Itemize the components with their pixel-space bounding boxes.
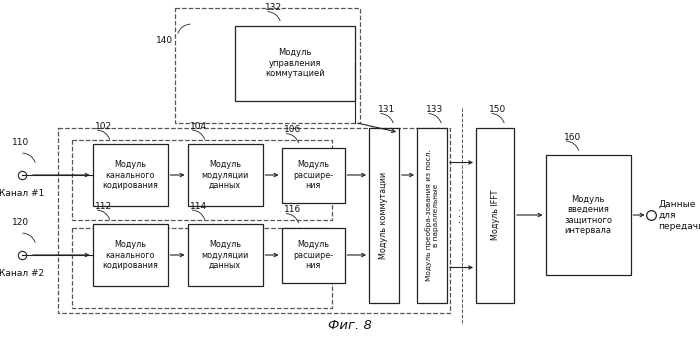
Bar bbox=[235, 25, 355, 100]
Bar bbox=[72, 228, 332, 308]
Text: 131: 131 bbox=[378, 106, 395, 115]
Text: Модуль IFFT: Модуль IFFT bbox=[491, 190, 500, 240]
Text: 112: 112 bbox=[94, 202, 111, 211]
Text: Канал #2: Канал #2 bbox=[0, 269, 45, 278]
Bar bbox=[281, 148, 344, 203]
Text: Модуль
канального
кодирования: Модуль канального кодирования bbox=[102, 160, 158, 190]
Text: 102: 102 bbox=[94, 122, 111, 131]
Text: 160: 160 bbox=[564, 133, 581, 142]
Bar bbox=[369, 128, 399, 302]
Bar bbox=[92, 144, 167, 206]
Text: Модуль
расшире-
ния: Модуль расшире- ния bbox=[293, 240, 333, 270]
Text: Канал #1: Канал #1 bbox=[0, 189, 45, 198]
Bar bbox=[58, 128, 450, 313]
Bar bbox=[281, 227, 344, 282]
Text: Модуль
управления
коммутацией: Модуль управления коммутацией bbox=[265, 48, 325, 78]
Text: Фиг. 8: Фиг. 8 bbox=[328, 319, 372, 332]
Text: 110: 110 bbox=[12, 138, 29, 147]
Bar bbox=[175, 8, 360, 123]
Text: 116: 116 bbox=[284, 205, 301, 215]
Bar bbox=[476, 128, 514, 302]
Text: Модуль
модуляции
данных: Модуль модуляции данных bbox=[202, 240, 248, 270]
Bar bbox=[417, 128, 447, 302]
Bar bbox=[188, 224, 262, 286]
Text: Модуль преобра-зования из посл.
в параллельные: Модуль преобра-зования из посл. в паралл… bbox=[425, 149, 439, 281]
Text: 150: 150 bbox=[489, 106, 506, 115]
Text: Модуль коммутации: Модуль коммутации bbox=[379, 171, 389, 259]
Text: 114: 114 bbox=[190, 202, 206, 211]
Text: Модуль
канального
кодирования: Модуль канального кодирования bbox=[102, 240, 158, 270]
Text: Модуль
расшире-
ния: Модуль расшире- ния bbox=[293, 160, 333, 190]
Text: · · ·: · · · bbox=[456, 207, 466, 223]
Bar bbox=[188, 144, 262, 206]
Text: 140: 140 bbox=[156, 36, 173, 45]
Text: 106: 106 bbox=[284, 126, 301, 135]
Bar bbox=[545, 155, 631, 275]
Text: Данные
для
передачи: Данные для передачи bbox=[659, 200, 700, 230]
Bar bbox=[92, 224, 167, 286]
Text: 133: 133 bbox=[426, 106, 443, 115]
Text: Модуль
введения
защитного
интервала: Модуль введения защитного интервала bbox=[564, 195, 612, 235]
Text: Модуль
модуляции
данных: Модуль модуляции данных bbox=[202, 160, 248, 190]
Bar bbox=[72, 140, 332, 220]
Text: 120: 120 bbox=[12, 218, 29, 227]
Text: 104: 104 bbox=[190, 122, 206, 131]
Text: 132: 132 bbox=[265, 3, 282, 12]
